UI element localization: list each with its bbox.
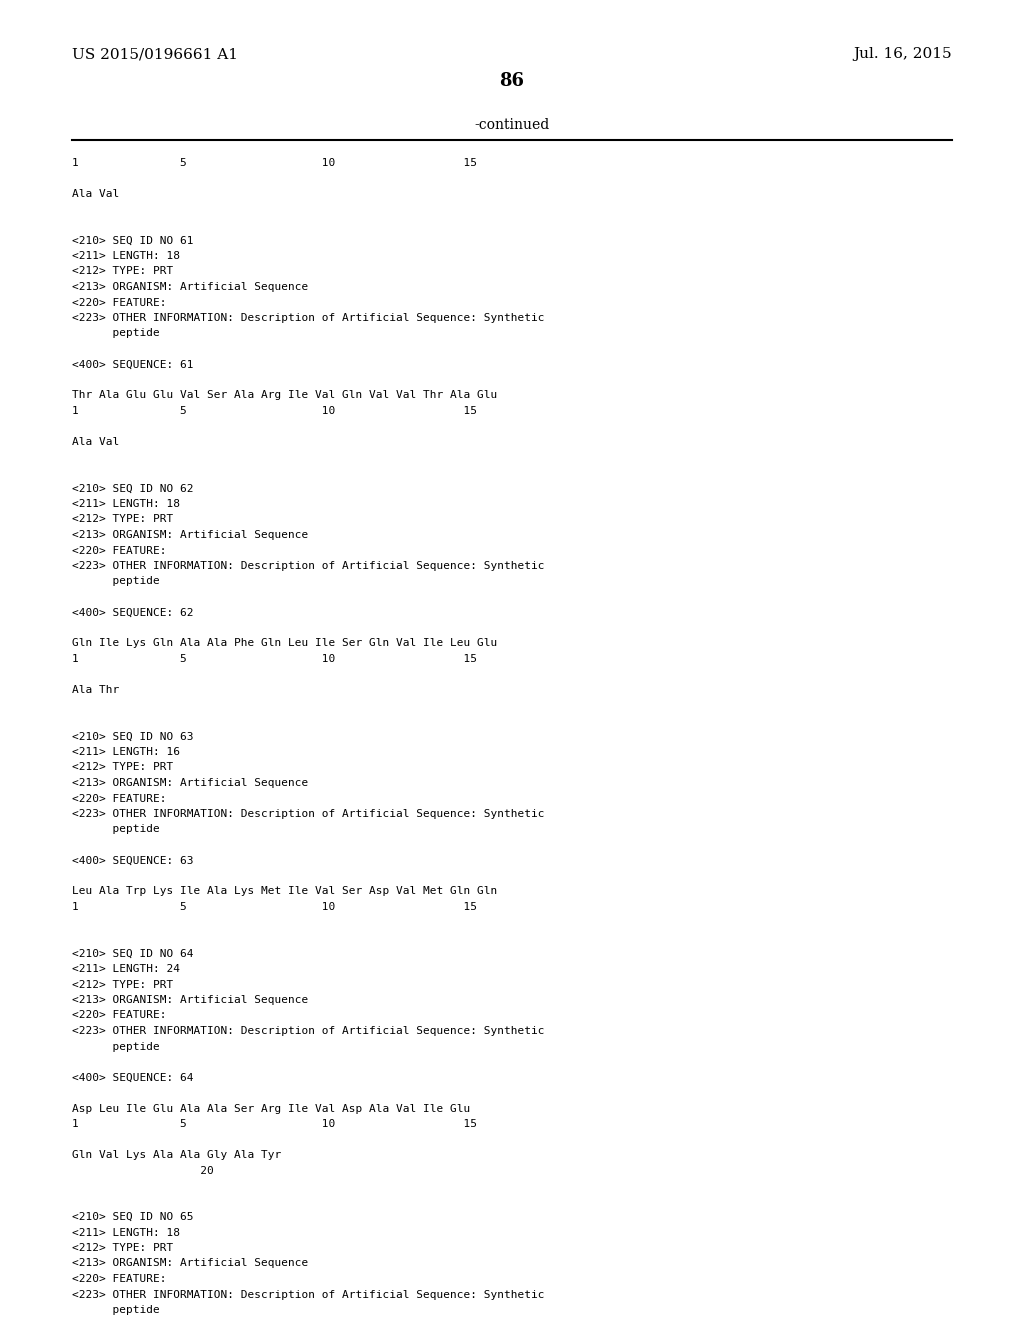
Text: <211> LENGTH: 16: <211> LENGTH: 16 (72, 747, 180, 756)
Text: <220> FEATURE:: <220> FEATURE: (72, 545, 167, 556)
Text: <212> TYPE: PRT: <212> TYPE: PRT (72, 979, 173, 990)
Text: <211> LENGTH: 24: <211> LENGTH: 24 (72, 964, 180, 974)
Text: peptide: peptide (72, 577, 160, 586)
Text: Leu Ala Trp Lys Ile Ala Lys Met Ile Val Ser Asp Val Met Gln Gln: Leu Ala Trp Lys Ile Ala Lys Met Ile Val … (72, 887, 498, 896)
Text: <212> TYPE: PRT: <212> TYPE: PRT (72, 1243, 173, 1253)
Text: <400> SEQUENCE: 61: <400> SEQUENCE: 61 (72, 359, 194, 370)
Text: <213> ORGANISM: Artificial Sequence: <213> ORGANISM: Artificial Sequence (72, 777, 308, 788)
Text: Ala Val: Ala Val (72, 189, 119, 199)
Text: -continued: -continued (474, 117, 550, 132)
Text: <400> SEQUENCE: 63: <400> SEQUENCE: 63 (72, 855, 194, 866)
Text: peptide: peptide (72, 825, 160, 834)
Text: Ala Val: Ala Val (72, 437, 119, 447)
Text: <220> FEATURE:: <220> FEATURE: (72, 1274, 167, 1284)
Text: <210> SEQ ID NO 63: <210> SEQ ID NO 63 (72, 731, 194, 742)
Text: <223> OTHER INFORMATION: Description of Artificial Sequence: Synthetic: <223> OTHER INFORMATION: Description of … (72, 313, 545, 323)
Text: peptide: peptide (72, 1041, 160, 1052)
Text: <213> ORGANISM: Artificial Sequence: <213> ORGANISM: Artificial Sequence (72, 995, 308, 1005)
Text: peptide: peptide (72, 1305, 160, 1315)
Text: Gln Val Lys Ala Ala Gly Ala Tyr: Gln Val Lys Ala Ala Gly Ala Tyr (72, 1150, 282, 1160)
Text: Asp Leu Ile Glu Ala Ala Ser Arg Ile Val Asp Ala Val Ile Glu: Asp Leu Ile Glu Ala Ala Ser Arg Ile Val … (72, 1104, 470, 1114)
Text: <400> SEQUENCE: 62: <400> SEQUENCE: 62 (72, 607, 194, 618)
Text: <212> TYPE: PRT: <212> TYPE: PRT (72, 515, 173, 524)
Text: <211> LENGTH: 18: <211> LENGTH: 18 (72, 1228, 180, 1238)
Text: 1               5                    10                   15: 1 5 10 15 (72, 653, 477, 664)
Text: <223> OTHER INFORMATION: Description of Artificial Sequence: Synthetic: <223> OTHER INFORMATION: Description of … (72, 1290, 545, 1299)
Text: Gln Ile Lys Gln Ala Ala Phe Gln Leu Ile Ser Gln Val Ile Leu Glu: Gln Ile Lys Gln Ala Ala Phe Gln Leu Ile … (72, 639, 498, 648)
Text: <213> ORGANISM: Artificial Sequence: <213> ORGANISM: Artificial Sequence (72, 531, 308, 540)
Text: peptide: peptide (72, 329, 160, 338)
Text: <223> OTHER INFORMATION: Description of Artificial Sequence: Synthetic: <223> OTHER INFORMATION: Description of … (72, 561, 545, 572)
Text: <210> SEQ ID NO 64: <210> SEQ ID NO 64 (72, 949, 194, 958)
Text: <400> SEQUENCE: 64: <400> SEQUENCE: 64 (72, 1072, 194, 1082)
Text: Jul. 16, 2015: Jul. 16, 2015 (853, 48, 952, 61)
Text: 1               5                    10                   15: 1 5 10 15 (72, 1119, 477, 1129)
Text: <210> SEQ ID NO 62: <210> SEQ ID NO 62 (72, 483, 194, 494)
Text: US 2015/0196661 A1: US 2015/0196661 A1 (72, 48, 238, 61)
Text: <220> FEATURE:: <220> FEATURE: (72, 793, 167, 804)
Text: <220> FEATURE:: <220> FEATURE: (72, 1011, 167, 1020)
Text: <211> LENGTH: 18: <211> LENGTH: 18 (72, 499, 180, 510)
Text: <223> OTHER INFORMATION: Description of Artificial Sequence: Synthetic: <223> OTHER INFORMATION: Description of … (72, 809, 545, 818)
Text: <223> OTHER INFORMATION: Description of Artificial Sequence: Synthetic: <223> OTHER INFORMATION: Description of … (72, 1026, 545, 1036)
Text: Thr Ala Glu Glu Val Ser Ala Arg Ile Val Gln Val Val Thr Ala Glu: Thr Ala Glu Glu Val Ser Ala Arg Ile Val … (72, 391, 498, 400)
Text: <210> SEQ ID NO 65: <210> SEQ ID NO 65 (72, 1212, 194, 1222)
Text: Ala Thr: Ala Thr (72, 685, 119, 696)
Text: <211> LENGTH: 18: <211> LENGTH: 18 (72, 251, 180, 261)
Text: <210> SEQ ID NO 61: <210> SEQ ID NO 61 (72, 235, 194, 246)
Text: <213> ORGANISM: Artificial Sequence: <213> ORGANISM: Artificial Sequence (72, 1258, 308, 1269)
Text: <220> FEATURE:: <220> FEATURE: (72, 297, 167, 308)
Text: 1               5                    10                   15: 1 5 10 15 (72, 158, 477, 168)
Text: <212> TYPE: PRT: <212> TYPE: PRT (72, 763, 173, 772)
Text: <213> ORGANISM: Artificial Sequence: <213> ORGANISM: Artificial Sequence (72, 282, 308, 292)
Text: 1               5                    10                   15: 1 5 10 15 (72, 902, 477, 912)
Text: 86: 86 (500, 73, 524, 90)
Text: <212> TYPE: PRT: <212> TYPE: PRT (72, 267, 173, 276)
Text: 20: 20 (72, 1166, 214, 1176)
Text: 1               5                    10                   15: 1 5 10 15 (72, 407, 477, 416)
